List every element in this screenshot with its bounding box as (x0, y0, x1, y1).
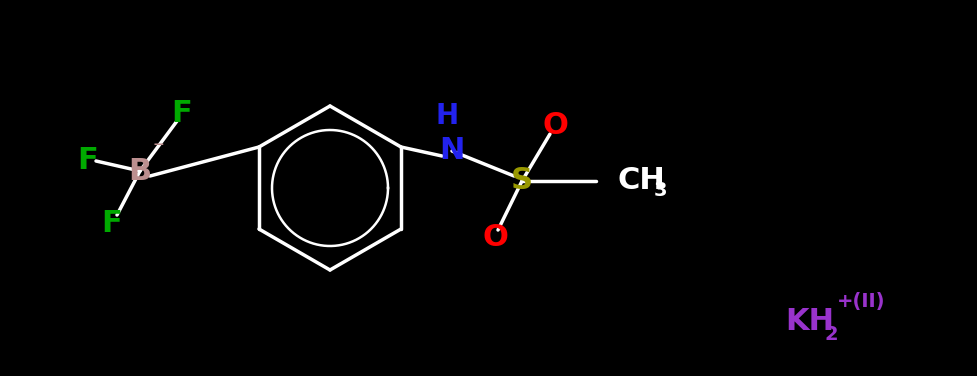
Text: H: H (435, 102, 458, 130)
Text: O: O (541, 112, 568, 141)
Text: KH: KH (785, 306, 833, 335)
Text: B: B (128, 156, 151, 185)
Text: CH: CH (617, 167, 665, 196)
Text: ⁻: ⁻ (152, 139, 164, 159)
Text: +(II): +(II) (836, 291, 884, 311)
Text: 3: 3 (654, 182, 667, 200)
Text: 2: 2 (825, 326, 837, 344)
Text: S: S (510, 167, 532, 196)
Text: N: N (439, 136, 464, 165)
Text: O: O (482, 223, 507, 253)
Text: F: F (77, 147, 99, 176)
Text: F: F (171, 99, 192, 127)
Text: F: F (102, 209, 122, 238)
